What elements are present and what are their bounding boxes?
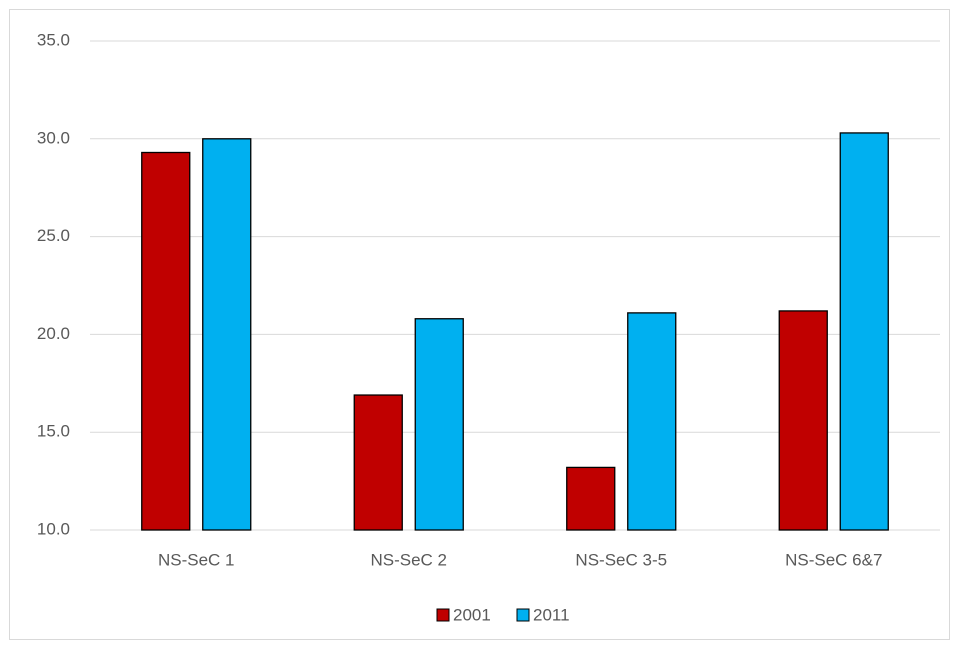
y-tick-label: 20.0 <box>37 324 70 343</box>
bar <box>202 138 252 531</box>
x-tick-label: NS-SeC 3-5 <box>575 550 667 569</box>
bar <box>839 132 889 531</box>
legend-label: 2011 <box>533 605 570 624</box>
x-tick-label: NS-SeC 2 <box>370 550 447 569</box>
y-tick-label: 10.0 <box>37 519 70 538</box>
y-tick-label: 25.0 <box>37 226 70 245</box>
legend-label: 2001 <box>453 605 491 624</box>
bar <box>627 312 677 531</box>
x-tick-label: NS-SeC 6&7 <box>785 550 882 569</box>
y-tick-label: 30.0 <box>37 128 70 147</box>
legend-swatch <box>436 608 450 622</box>
bar <box>353 394 403 531</box>
bar <box>141 151 191 531</box>
bar <box>414 318 464 531</box>
y-tick-label: 35.0 <box>37 30 70 49</box>
bar <box>566 466 616 531</box>
legend-swatch <box>516 608 530 622</box>
y-tick-label: 15.0 <box>37 422 70 441</box>
bar <box>778 310 828 531</box>
x-tick-label: NS-SeC 1 <box>158 550 235 569</box>
